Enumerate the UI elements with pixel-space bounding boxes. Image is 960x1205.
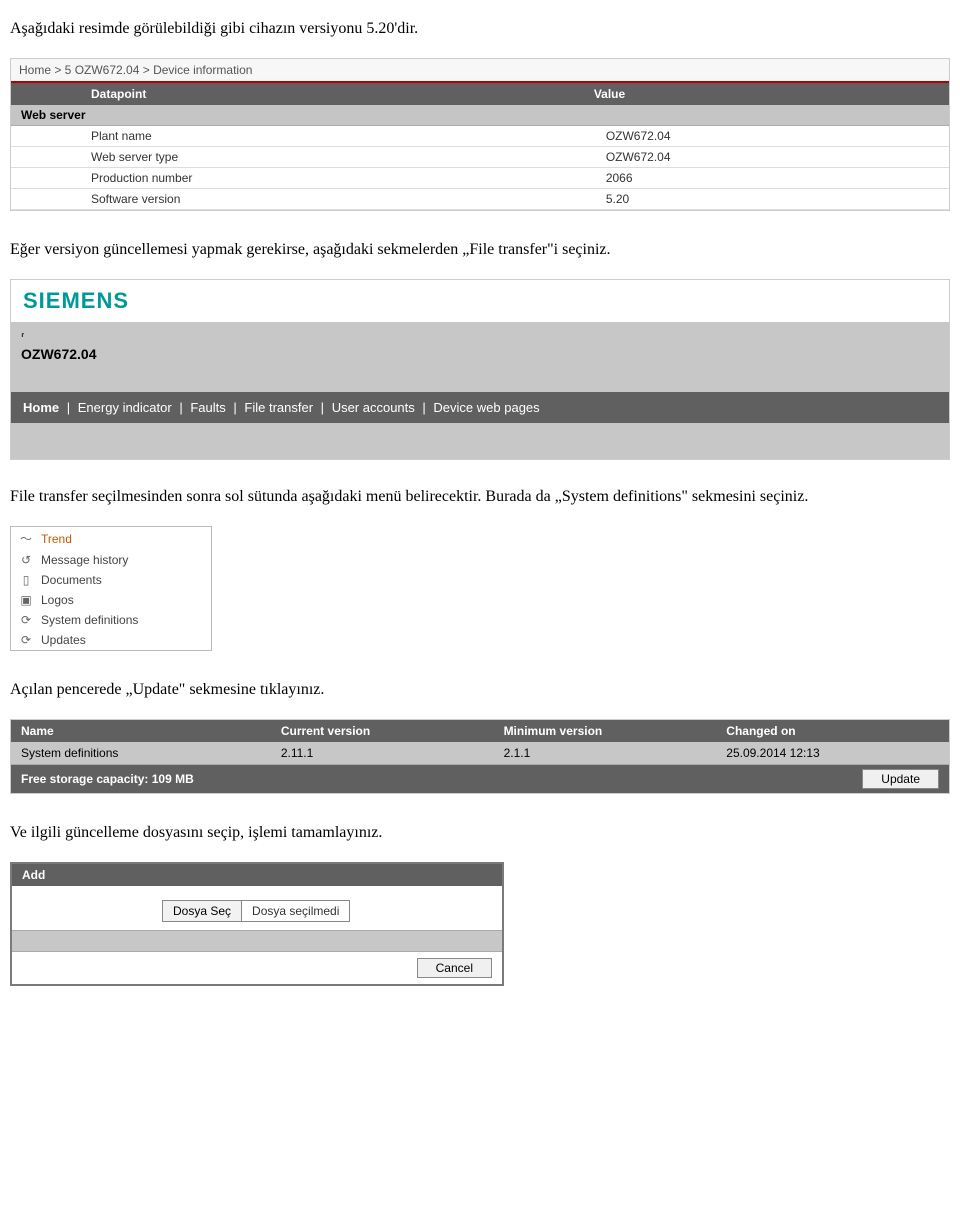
device-title: OZW672.04 xyxy=(21,346,96,362)
logos-icon: ▣ xyxy=(19,593,33,607)
sidebar-item-label: Logos xyxy=(41,593,74,607)
nav-screenshot: SIEMENS ⸢ OZW672.04 Home | Energy indica… xyxy=(10,279,950,460)
row-label: Plant name xyxy=(11,129,606,143)
sidebar-item-label: System definitions xyxy=(41,613,138,627)
column-header-minimum: Minimum version xyxy=(504,724,727,738)
refresh-icon: ⟳ xyxy=(19,633,33,647)
nav-separator: | xyxy=(317,400,328,415)
sidebar-item-sysdef[interactable]: ⟳ System definitions xyxy=(11,610,211,630)
instruction-text: File transfer seçilmesinden sonra sol sü… xyxy=(10,488,950,506)
sidebar-item-label: Documents xyxy=(41,573,102,587)
trend-icon: 〜 xyxy=(19,530,33,547)
cell-changed: 25.09.2014 12:13 xyxy=(726,746,949,760)
column-header-value: Value xyxy=(594,87,949,101)
nav-separator: | xyxy=(229,400,240,415)
instruction-text: Aşağıdaki resimde görülebildiği gibi cih… xyxy=(10,20,950,38)
history-icon: ↺ xyxy=(19,553,33,567)
column-header-datapoint: Datapoint xyxy=(11,87,594,101)
cell-name: System definitions xyxy=(11,746,281,760)
nav-user-accounts[interactable]: User accounts xyxy=(332,400,415,415)
storage-text: Free storage capacity: 109 MB xyxy=(21,772,194,786)
refresh-icon: ⟳ xyxy=(19,613,33,627)
instruction-text: Ve ilgili güncelleme dosyasını seçip, iş… xyxy=(10,824,950,842)
row-label: Web server type xyxy=(11,150,606,164)
nav-separator: | xyxy=(418,400,429,415)
sidebar-item-documents[interactable]: ▯ Documents xyxy=(11,570,211,590)
nav-home[interactable]: Home xyxy=(23,400,59,415)
nav-faults[interactable]: Faults xyxy=(190,400,225,415)
cell-current: 2.11.1 xyxy=(281,746,504,760)
siemens-logo: SIEMENS xyxy=(11,280,949,322)
document-icon: ▯ xyxy=(19,573,33,587)
instruction-text: Açılan pencerede „Update" sekmesine tıkl… xyxy=(10,681,950,699)
sidebar-item-label: Message history xyxy=(41,553,128,567)
row-value: 5.20 xyxy=(606,192,949,206)
sidebar-menu: 〜 Trend ↺ Message history ▯ Documents ▣ … xyxy=(10,526,212,651)
table-row: Production number 2066 xyxy=(11,168,949,189)
add-dialog: Add Dosya Seç Dosya seçilmedi Cancel xyxy=(10,862,504,986)
breadcrumb: Home > 5 OZW672.04 > Device information xyxy=(11,59,949,81)
table-row[interactable]: System definitions 2.11.1 2.1.1 25.09.20… xyxy=(11,742,949,765)
sidebar-item-label: Updates xyxy=(41,633,86,647)
section-header: Web server xyxy=(11,105,949,126)
nav-separator: | xyxy=(63,400,74,415)
nav-energy[interactable]: Energy indicator xyxy=(78,400,172,415)
device-info-screenshot: Home > 5 OZW672.04 > Device information … xyxy=(10,58,950,211)
dialog-divider xyxy=(12,930,502,952)
row-label: Production number xyxy=(11,171,606,185)
column-header-current: Current version xyxy=(281,724,504,738)
table-row: Software version 5.20 xyxy=(11,189,949,210)
table-row: Plant name OZW672.04 xyxy=(11,126,949,147)
sidebar-item-label: Trend xyxy=(41,532,72,546)
row-value: OZW672.04 xyxy=(606,129,949,143)
table-row: Web server type OZW672.04 xyxy=(11,147,949,168)
instruction-text: Eğer versiyon güncellemesi yapmak gereki… xyxy=(10,241,950,259)
file-status-text: Dosya seçilmedi xyxy=(242,900,350,922)
row-label: Software version xyxy=(11,192,606,206)
column-header-name: Name xyxy=(11,724,281,738)
sidebar-item-logos[interactable]: ▣ Logos xyxy=(11,590,211,610)
dialog-title: Add xyxy=(12,864,502,886)
update-table: Name Current version Minimum version Cha… xyxy=(10,719,950,794)
row-value: OZW672.04 xyxy=(606,150,949,164)
row-value: 2066 xyxy=(606,171,949,185)
nav-device-web[interactable]: Device web pages xyxy=(433,400,539,415)
main-nav: Home | Energy indicator | Faults | File … xyxy=(11,392,949,423)
sidebar-item-updates[interactable]: ⟳ Updates xyxy=(11,630,211,650)
sidebar-item-trend[interactable]: 〜 Trend xyxy=(11,527,211,550)
column-header-changed: Changed on xyxy=(726,724,949,738)
cell-minimum: 2.1.1 xyxy=(504,746,727,760)
sidebar-item-history[interactable]: ↺ Message history xyxy=(11,550,211,570)
cancel-button[interactable]: Cancel xyxy=(417,958,492,978)
nav-separator: | xyxy=(175,400,186,415)
file-choose-button[interactable]: Dosya Seç xyxy=(162,900,242,922)
nav-file-transfer[interactable]: File transfer xyxy=(244,400,313,415)
update-button[interactable]: Update xyxy=(862,769,939,789)
